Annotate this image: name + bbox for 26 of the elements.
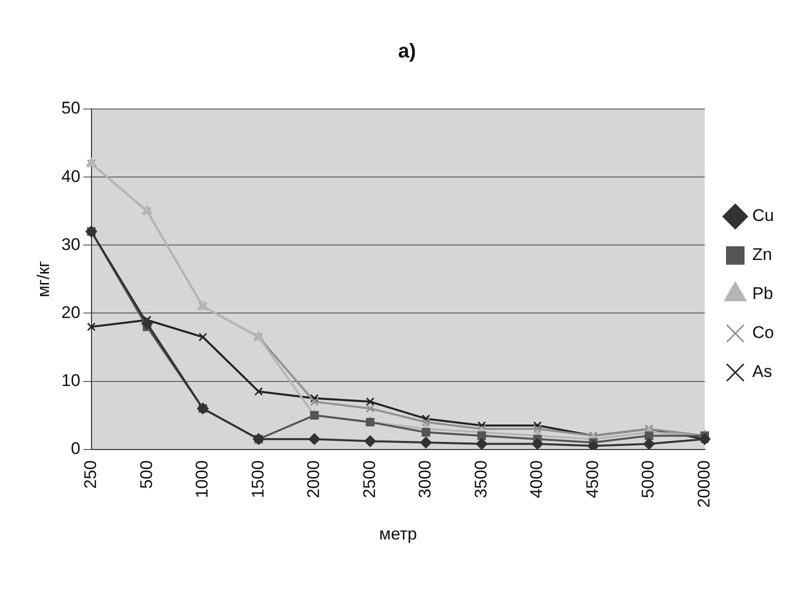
y-tick-label: 0 (70, 439, 80, 458)
x-tick-label: 500 (136, 460, 156, 489)
x-tick-label: 20000 (694, 460, 714, 508)
x-tick-label: 5000 (638, 460, 658, 498)
legend-label: Co (752, 323, 774, 342)
x-tick-label: 4000 (527, 460, 546, 498)
x-tick-label: 250 (80, 460, 100, 489)
chart-title: a) (398, 40, 416, 63)
legend-label: Cu (752, 206, 774, 226)
legend-label: Pb (752, 284, 774, 304)
y-tick-label: 10 (61, 370, 80, 390)
y-tick-label: 30 (61, 234, 80, 254)
y-tick-label: 40 (61, 166, 80, 186)
y-axis-title: мг/кг (34, 261, 53, 298)
x-tick-label: 3500 (471, 460, 490, 498)
legend-label: Zn (752, 245, 772, 264)
legend-label: As (752, 362, 772, 382)
x-axis-title: метр (379, 524, 417, 544)
y-tick-label: 20 (61, 302, 80, 322)
x-tick-label: 1500 (248, 460, 268, 498)
x-tick-label: 3000 (416, 460, 435, 498)
y-tick-label: 50 (61, 98, 80, 118)
x-tick-label: 1000 (192, 460, 212, 498)
x-tick-label: 2000 (304, 460, 324, 498)
x-tick-label: 2500 (360, 460, 379, 498)
x-tick-label: 4500 (582, 460, 602, 498)
